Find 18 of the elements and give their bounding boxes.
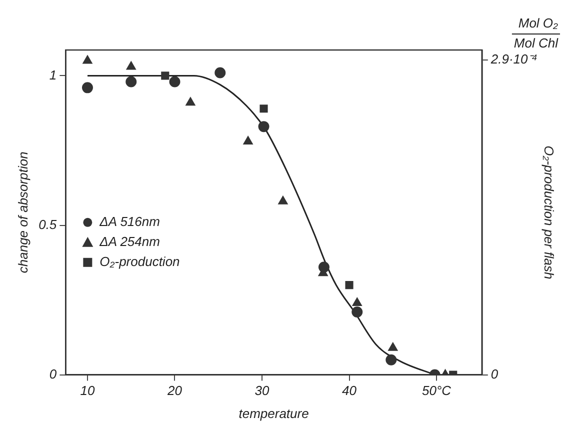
y-axis-title: change of absorption: [15, 152, 30, 274]
y2-tick-label: 0: [490, 366, 499, 382]
y-tick-label: 0.5: [38, 216, 58, 232]
y2-tick-label: 2.9·10⁻⁴: [490, 51, 538, 66]
legend-label: ΔA 254nm: [98, 234, 160, 250]
legend-label: ΔA 516nm: [98, 214, 160, 230]
y2-axis-title: O₂-production per flash: [542, 146, 557, 280]
x-tick-label: 20: [166, 383, 183, 398]
text: Mol Chl: [514, 36, 560, 51]
legend-label: O₂-production: [100, 254, 180, 270]
y-tick-label: 0: [49, 366, 58, 382]
x-tick-label: 10: [80, 383, 96, 398]
x-tick-label: 50°C: [422, 383, 452, 398]
y-tick-label: 1: [49, 67, 57, 82]
text: Mol O₂: [518, 16, 558, 31]
x-axis-title: temperature: [238, 406, 309, 421]
x-tick-label: 30: [254, 383, 270, 398]
x-tick-label: 40: [342, 383, 358, 398]
